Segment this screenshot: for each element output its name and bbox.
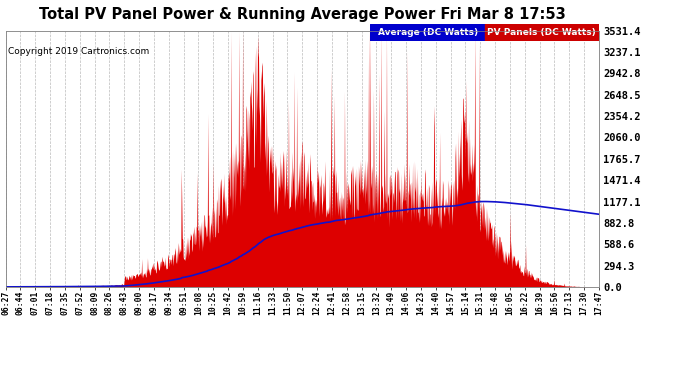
Title: Total PV Panel Power & Running Average Power Fri Mar 8 17:53: Total PV Panel Power & Running Average P… (39, 7, 566, 22)
Text: Copyright 2019 Cartronics.com: Copyright 2019 Cartronics.com (8, 47, 150, 56)
